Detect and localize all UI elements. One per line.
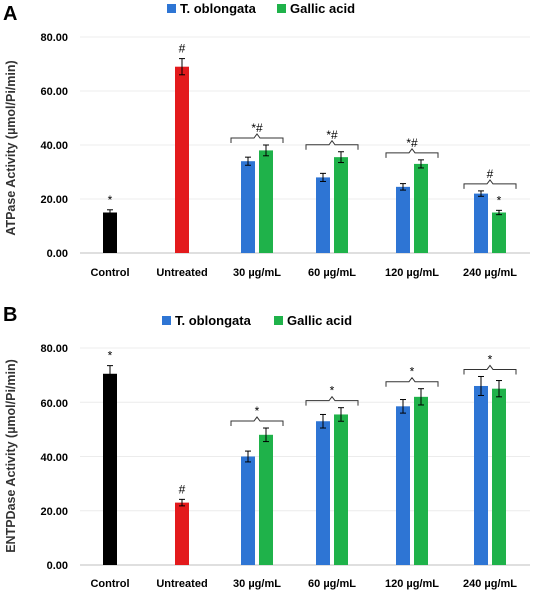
y-tick-a-60: 60.00 (40, 86, 68, 98)
significance-bracket (305, 395, 359, 406)
legend-swatch-gallic-acid (274, 316, 283, 325)
bar-control-control (103, 212, 117, 253)
y-tick-a-80: 80.00 (40, 32, 68, 44)
category-b-control: Control (90, 578, 129, 590)
legend-swatch-gallic-acid (277, 4, 286, 13)
significance-mark: * (255, 404, 260, 418)
bar-gallic-acid-240-g-ml (492, 388, 506, 565)
y-tick-b-60: 60.00 (40, 398, 68, 410)
significance-mark: # (487, 167, 494, 181)
bar-t-oblongata-30-g-ml (241, 161, 255, 253)
significance-mark: # (179, 482, 186, 496)
significance-bracket (385, 376, 439, 387)
bar-t-oblongata-60-g-ml (316, 421, 330, 565)
category-b-120: 120 µg/mL (385, 578, 439, 590)
legend-swatch-t-oblongata (167, 4, 176, 13)
legend-label-t-oblongata: T. oblongata (175, 313, 252, 328)
bar-t-oblongata-120-g-ml (396, 186, 410, 253)
y-tick-a-20: 20.00 (40, 194, 68, 206)
panel-letter-b: B (3, 304, 17, 326)
significance-bracket (230, 133, 284, 143)
legend-b: T. oblongata Gallic acid (162, 313, 352, 328)
y-tick-a-0: 0.00 (47, 248, 68, 260)
y-ticks-a: 80.00 60.00 40.00 20.00 0.00 (40, 32, 68, 260)
significance-mark: * (108, 349, 113, 363)
panel-b: B T. oblongata Gallic acid ENTPDase Acti… (3, 304, 530, 590)
bar-untreated-untreated (175, 502, 189, 565)
significance-mark: # (179, 42, 186, 56)
bar-untreated-untreated (175, 66, 189, 253)
category-a-240: 240 µg/mL (463, 267, 517, 279)
category-b-untreated: Untreated (156, 578, 207, 590)
bar-gallic-acid-120-g-ml (414, 163, 428, 253)
category-a-60: 60 µg/mL (308, 267, 356, 279)
significance-mark: * (330, 384, 335, 398)
legend-label-gallic-acid: Gallic acid (287, 313, 352, 328)
y-tick-a-40: 40.00 (40, 140, 68, 152)
legend-swatch-t-oblongata (162, 316, 171, 325)
category-a-120: 120 µg/mL (385, 267, 439, 279)
bar-t-oblongata-240-g-ml (474, 385, 488, 565)
significance-mark: * (488, 352, 493, 366)
y-tick-b-20: 20.00 (40, 506, 68, 518)
category-a-untreated: Untreated (156, 267, 207, 279)
significance-bracket (305, 139, 359, 150)
category-a-30: 30 µg/mL (233, 267, 281, 279)
bar-gallic-acid-120-g-ml (414, 396, 428, 565)
category-b-240: 240 µg/mL (463, 578, 517, 590)
x-categories-a: Control Untreated 30 µg/mL 60 µg/mL 120 … (90, 267, 517, 279)
bar-gallic-acid-30-g-ml (259, 150, 273, 253)
legend-label-gallic-acid: Gallic acid (290, 1, 355, 16)
significance-mark: * (410, 365, 415, 379)
y-axis-label-b: ENTPDase Activity (µmol/Pi/min) (4, 359, 18, 553)
bar-gallic-acid-240-g-ml (492, 212, 506, 253)
bar-gallic-acid-30-g-ml (259, 434, 273, 565)
significance-mark: * (497, 193, 502, 207)
plot-area-a: *#*# *#*##* (80, 36, 530, 253)
y-axis-label-a: ATPase Activity (µmol/Pi/min) (4, 60, 18, 235)
significance-mark: *# (406, 136, 418, 150)
significance-mark: * (108, 193, 113, 207)
bar-control-control (103, 373, 117, 565)
y-ticks-b: 80.00 60.00 40.00 20.00 0.00 (40, 343, 68, 572)
significance-bracket (463, 179, 517, 189)
significance-bracket (385, 148, 439, 158)
bar-t-oblongata-60-g-ml (316, 177, 330, 253)
significance-mark: *# (326, 128, 338, 142)
plot-area-b: * # * * * * (80, 347, 530, 565)
bar-t-oblongata-30-g-ml (241, 456, 255, 565)
y-tick-b-0: 0.00 (47, 560, 68, 572)
panel-letter-a: A (3, 3, 17, 25)
y-tick-b-40: 40.00 (40, 452, 68, 464)
bar-t-oblongata-240-g-ml (474, 193, 488, 253)
legend-label-t-oblongata: T. oblongata (180, 1, 257, 16)
bar-gallic-acid-60-g-ml (334, 157, 348, 253)
category-b-60: 60 µg/mL (308, 578, 356, 590)
significance-bracket (463, 364, 517, 375)
category-a-control: Control (90, 267, 129, 279)
bar-t-oblongata-120-g-ml (396, 406, 410, 565)
significance-bracket (230, 416, 284, 427)
legend-a: T. oblongata Gallic acid (167, 1, 355, 16)
bar-gallic-acid-60-g-ml (334, 414, 348, 565)
panel-a: A T. oblongata Gallic acid ATPase Activi… (3, 1, 530, 279)
category-b-30: 30 µg/mL (233, 578, 281, 590)
x-categories-b: Control Untreated 30 µg/mL 60 µg/mL 120 … (90, 578, 517, 590)
y-tick-b-80: 80.00 (40, 343, 68, 355)
significance-mark: *# (251, 121, 263, 135)
